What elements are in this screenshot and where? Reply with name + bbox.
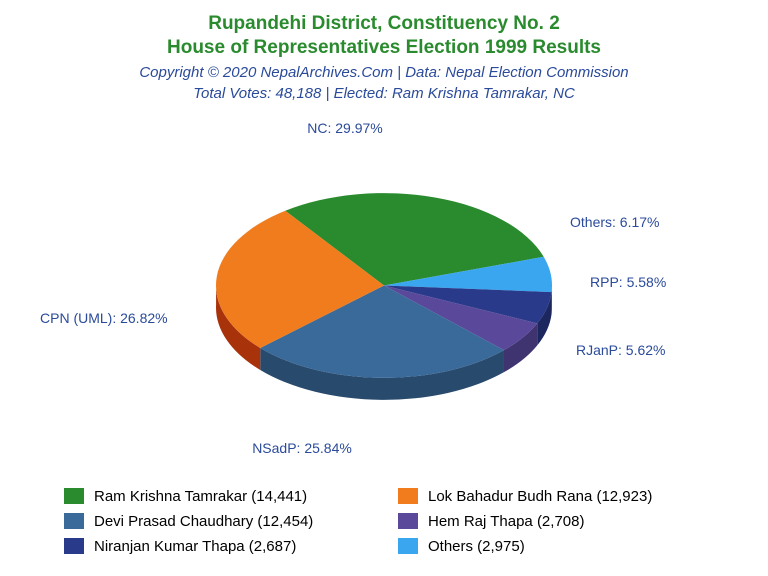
pie-svg — [212, 189, 556, 404]
slice-label-nc: NC: 29.97% — [307, 120, 382, 136]
slice-label-cpn-uml-: CPN (UML): 26.82% — [40, 310, 168, 326]
copyright-line: Copyright © 2020 NepalArchives.Com | Dat… — [0, 64, 768, 81]
slice-label-rjanp: RJanP: 5.62% — [576, 342, 666, 358]
legend-swatch — [64, 488, 84, 504]
legend-label: Ram Krishna Tamrakar (14,441) — [94, 488, 307, 505]
pie-chart — [212, 189, 556, 409]
legend-item: Lok Bahadur Budh Rana (12,923) — [398, 488, 708, 505]
legend-label: Niranjan Kumar Thapa (2,687) — [94, 538, 296, 555]
legend-swatch — [64, 538, 84, 554]
title-line-1: Rupandehi District, Constituency No. 2 — [0, 12, 768, 36]
legend-label: Lok Bahadur Budh Rana (12,923) — [428, 488, 652, 505]
slice-label-nsadp: NSadP: 25.84% — [252, 440, 352, 456]
slice-label-others: Others: 6.17% — [570, 214, 660, 230]
legend: Ram Krishna Tamrakar (14,441) Lok Bahadur… — [0, 482, 768, 555]
legend-swatch — [64, 513, 84, 529]
pie-chart-area: NC: 29.97% Others: 6.17% RPP: 5.58% RJanP: … — [0, 102, 768, 482]
legend-swatch — [398, 488, 418, 504]
legend-label: Devi Prasad Chaudhary (12,454) — [94, 513, 313, 530]
legend-item: Niranjan Kumar Thapa (2,687) — [64, 538, 374, 555]
summary-line: Total Votes: 48,188 | Elected: Ram Krish… — [0, 85, 768, 102]
legend-item: Others (2,975) — [398, 538, 708, 555]
legend-item: Ram Krishna Tamrakar (14,441) — [64, 488, 374, 505]
legend-item: Devi Prasad Chaudhary (12,454) — [64, 513, 374, 530]
legend-label: Others (2,975) — [428, 538, 525, 555]
legend-label: Hem Raj Thapa (2,708) — [428, 513, 584, 530]
slice-label-rpp: RPP: 5.58% — [590, 274, 666, 290]
legend-item: Hem Raj Thapa (2,708) — [398, 513, 708, 530]
legend-swatch — [398, 538, 418, 554]
title-line-2: House of Representatives Election 1999 R… — [0, 36, 768, 60]
legend-swatch — [398, 513, 418, 529]
title-block: Rupandehi District, Constituency No. 2 H… — [0, 0, 768, 102]
